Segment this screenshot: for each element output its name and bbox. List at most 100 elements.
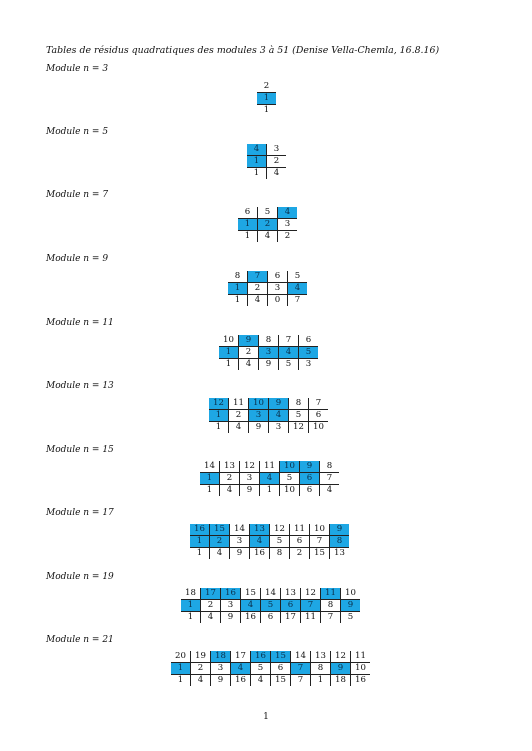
table-cell: 16: [230, 674, 251, 686]
table-cell: 9: [210, 674, 231, 686]
table-row-top: 18 17 16 15 14 13 12 11 10: [181, 588, 360, 600]
table-cell: 2: [200, 599, 221, 612]
residue-table-19: 18 17 16 15 14 13 12 11 10 1 2 3 4 5 6 7 8 9 1 4 9 16 6 17 11 7 5: [181, 588, 360, 623]
table-cell: 14: [290, 651, 311, 663]
table-cell: 1: [190, 547, 210, 559]
table-cell: 4: [287, 282, 307, 295]
table-cell: 7: [290, 662, 311, 675]
table-cell: 15: [270, 651, 291, 663]
table-cell: 5: [298, 346, 318, 359]
table-cell: 7: [247, 271, 268, 283]
table-cell: 7: [320, 611, 341, 623]
table-cell: 3: [258, 346, 279, 359]
module-label-3: Module n = 3: [46, 64, 109, 74]
table-cell: 9: [340, 599, 360, 612]
table-row-top: 14 13 12 11 10 9 8: [200, 461, 339, 473]
table-cell: 1: [310, 674, 331, 686]
table-cell: 9: [329, 524, 349, 536]
table-cell: 1: [228, 294, 248, 306]
table-cell: 2: [266, 155, 286, 168]
table-cell: 3: [267, 282, 288, 295]
module-label-11: Module n = 11: [46, 318, 114, 328]
table-cell: 7: [290, 674, 311, 686]
table-cell: 4: [190, 674, 211, 686]
table-cell: 10: [279, 461, 300, 473]
table-cell: 4: [219, 484, 240, 496]
table-cell: 6: [244, 207, 251, 217]
module-label-17: Module n = 17: [46, 508, 114, 518]
table-row-bot: 1 4 9 16 4 15 7 1 18 16: [171, 674, 370, 686]
table-row-mid: 1: [257, 92, 276, 105]
table-cell: 18: [210, 651, 231, 663]
table-cell: 16: [350, 674, 370, 686]
table-cell: 4: [228, 421, 249, 433]
table-cell: 1: [247, 167, 267, 179]
table-cell: 14: [260, 588, 281, 600]
table-cell: 1: [259, 484, 280, 496]
residue-table-21: 20 19 18 17 16 15 14 13 12 11 1 2 3 4 5 6 7 8 9 10 1 4 9 16 4 15 7…: [171, 651, 370, 686]
table-row-top: 20 19 18 17 16 15 14 13 12 11: [171, 651, 370, 663]
table-cell: 1: [171, 662, 191, 675]
table-cell: 4: [238, 358, 259, 370]
table-cell: 8: [234, 271, 241, 281]
table-row-top: 2: [257, 81, 276, 93]
table-cell: 2: [190, 662, 211, 675]
table-cell: 2: [228, 409, 249, 422]
table-cell: 11: [300, 611, 321, 623]
table-cell: 15: [240, 588, 261, 600]
table-cell: 18: [185, 588, 196, 598]
table-cell: 8: [269, 547, 290, 559]
table-cell: 13: [329, 547, 349, 559]
table-row-bot: 1: [257, 104, 276, 116]
table-cell: 4: [250, 674, 271, 686]
table-cell: 4: [266, 167, 286, 179]
table-cell: 1: [238, 218, 258, 231]
table-cell: 4: [200, 611, 221, 623]
table-cell: 4: [247, 294, 268, 306]
table-cell: 10: [340, 588, 360, 600]
table-cell: 12: [209, 398, 229, 410]
table-cell: 5: [257, 207, 278, 219]
table-cell: 5: [288, 409, 309, 422]
table-cell: 6: [299, 472, 320, 485]
table-cell: 3: [229, 535, 250, 548]
module-label-19: Module n = 19: [46, 572, 114, 582]
module-label-5: Module n = 5: [46, 127, 109, 137]
table-cell: 7: [278, 335, 299, 347]
table-cell: 2: [209, 535, 230, 548]
table-cell: 1: [200, 472, 220, 485]
table-cell: 2: [257, 218, 278, 231]
table-cell: 4: [240, 599, 261, 612]
table-cell: 11: [228, 398, 249, 410]
document-title: Tables de résidus quadratiques des modul…: [46, 45, 440, 56]
page-number: 1: [263, 712, 269, 722]
table-cell: 1: [190, 535, 210, 548]
table-cell: 12: [269, 524, 290, 536]
table-cell: 4: [268, 409, 289, 422]
table-cell: 16: [250, 651, 271, 663]
table-cell: 12: [288, 421, 309, 433]
table-cell: 1: [228, 282, 248, 295]
table-cell: 7: [308, 398, 328, 410]
table-cell: 4: [319, 484, 339, 496]
table-cell: 3: [248, 409, 269, 422]
table-cell: 5: [250, 662, 271, 675]
table-cell: 2: [247, 282, 268, 295]
table-row-top: 10 9 8 7 6: [219, 335, 318, 347]
table-cell: 6: [270, 662, 291, 675]
table-cell: 13: [280, 588, 301, 600]
table-cell: 4: [257, 230, 278, 242]
table-cell: 0: [267, 294, 288, 306]
table-cell: 20: [175, 651, 186, 661]
residue-table-11: 10 9 8 7 6 1 2 3 4 5 1 4 9 5 3: [219, 335, 318, 370]
table-cell: 5: [278, 358, 299, 370]
table-cell: 10: [248, 398, 269, 410]
table-cell: 1: [219, 346, 239, 359]
table-cell: 6: [298, 335, 318, 347]
module-label-15: Module n = 15: [46, 445, 114, 455]
table-cell: 6: [280, 599, 301, 612]
